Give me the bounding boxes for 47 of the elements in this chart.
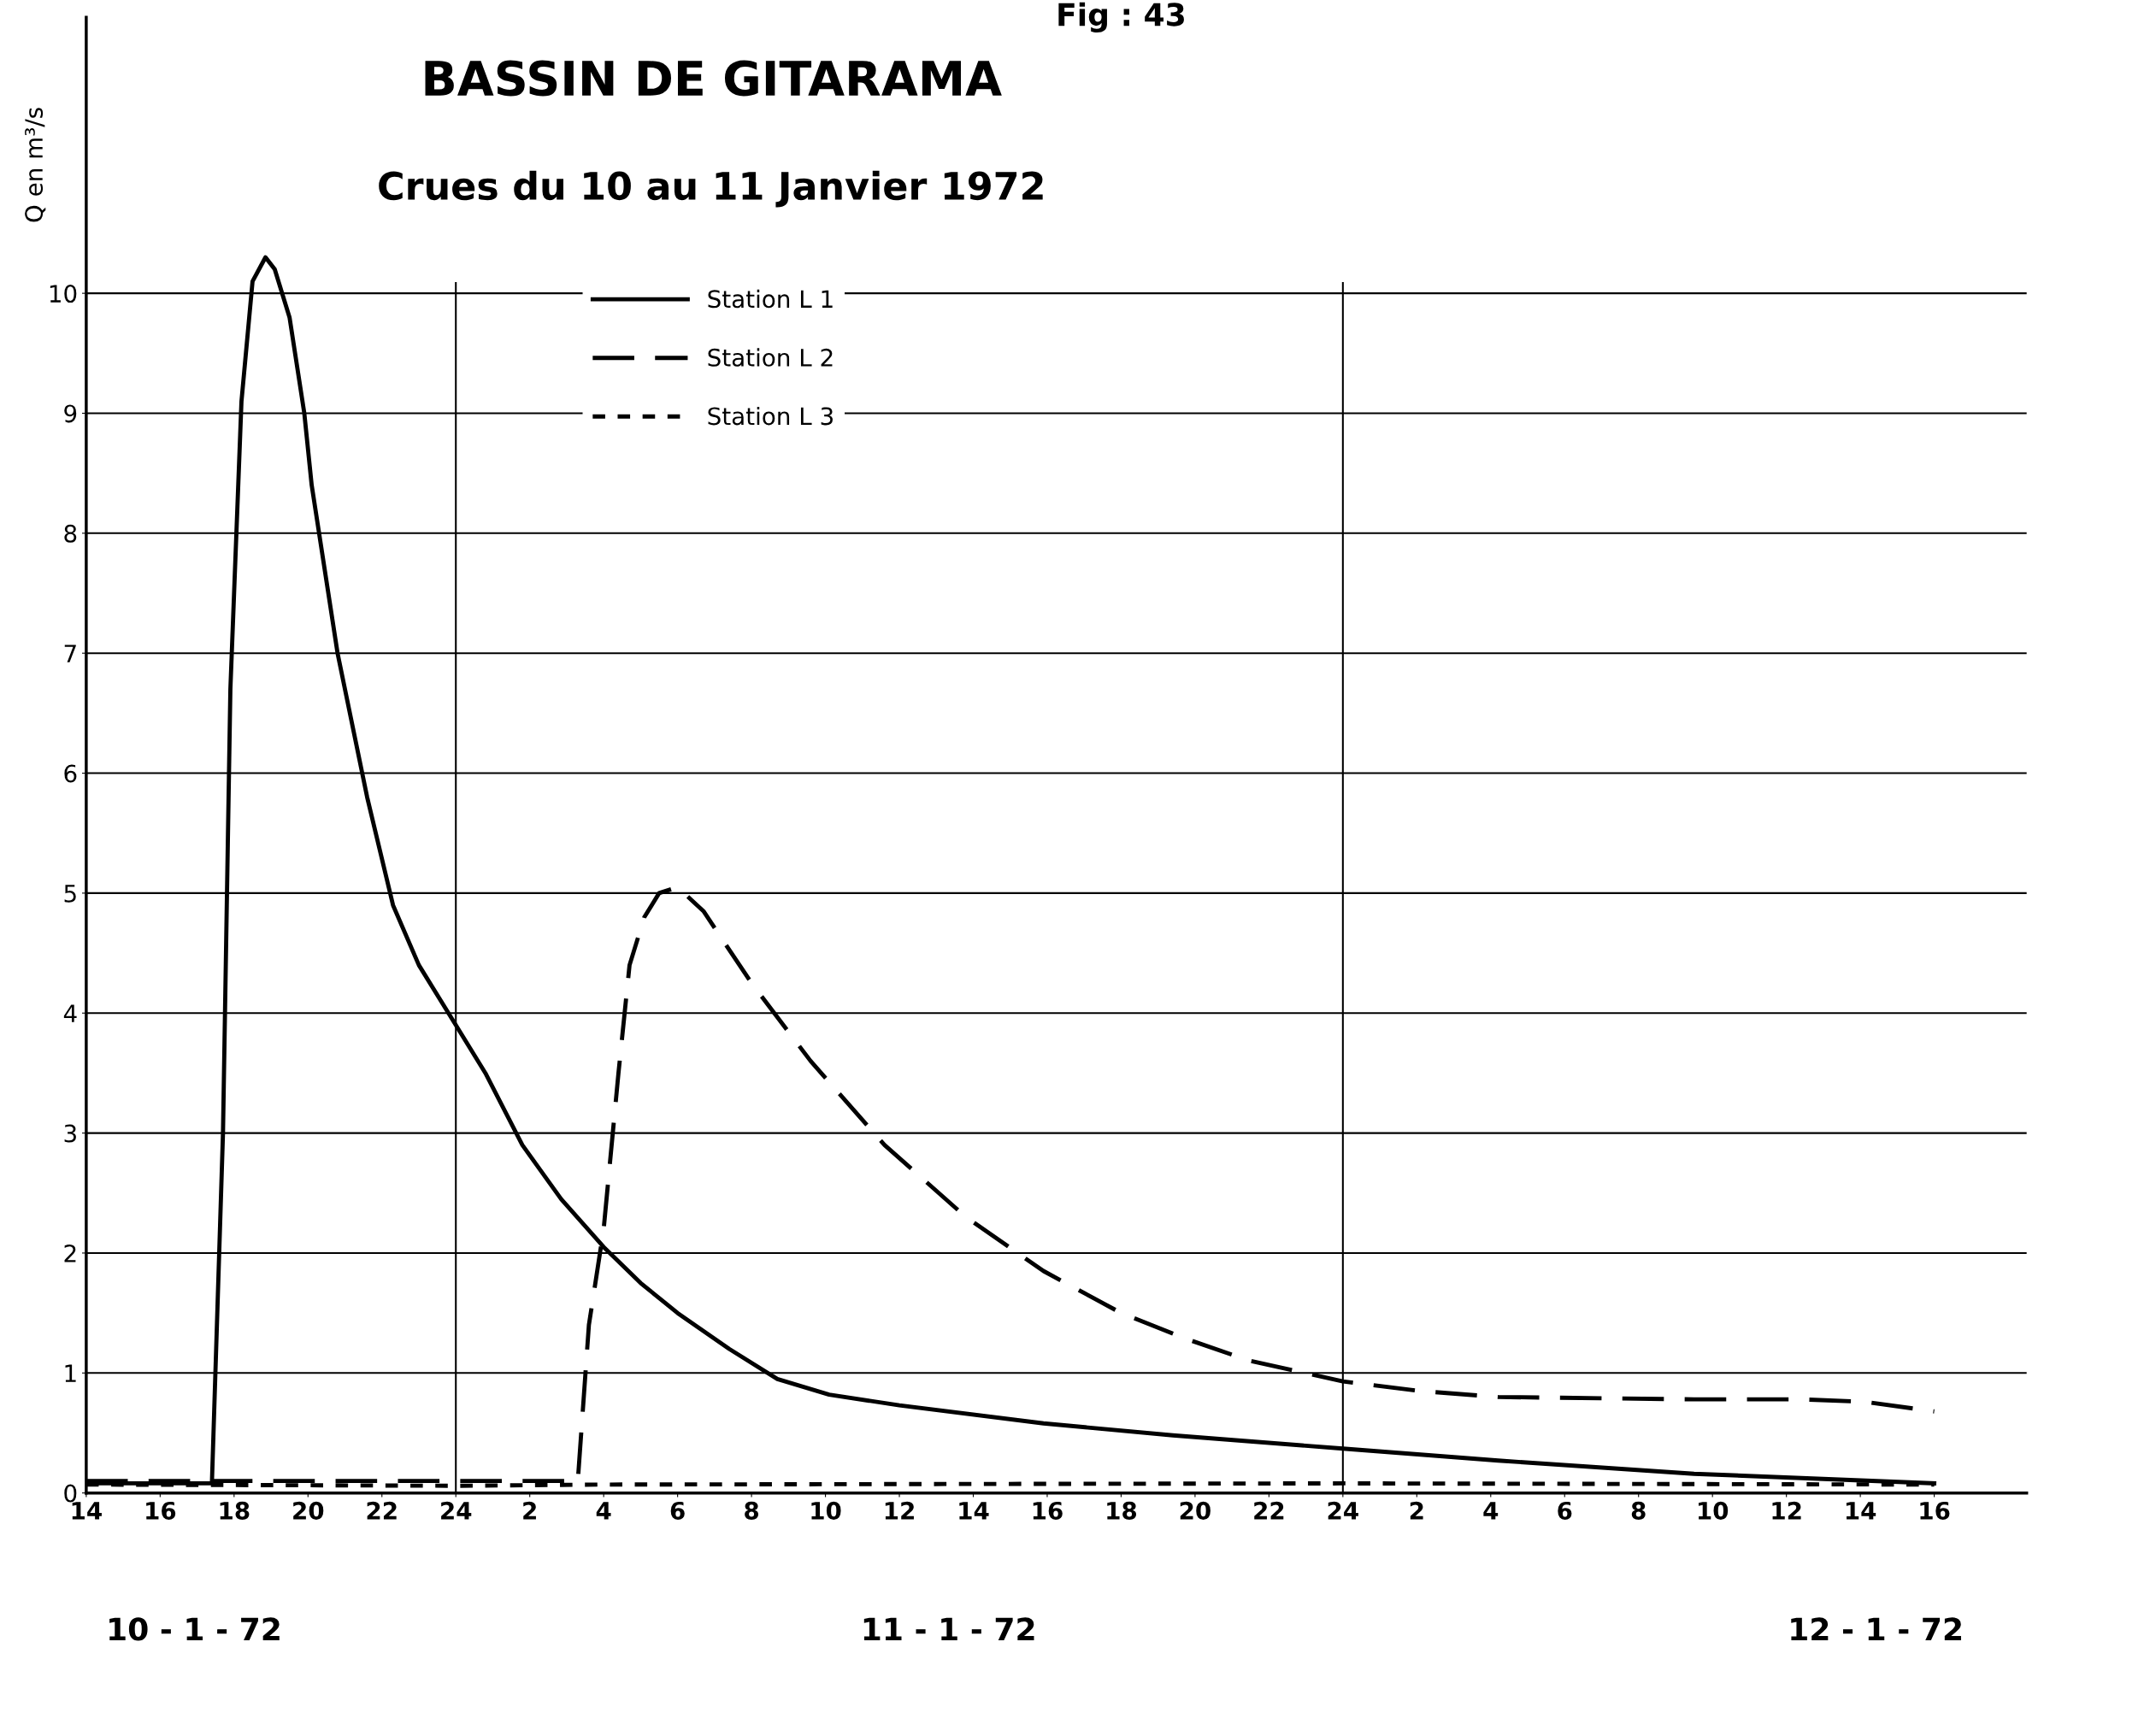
y-tick-label: 4 bbox=[63, 1004, 77, 1022]
x-tick-label: 18 bbox=[220, 1501, 250, 1520]
x-tick-label: 20 bbox=[293, 1501, 324, 1520]
x-tick-label: 12 bbox=[885, 1501, 914, 1520]
x-tick-label: 16 bbox=[1033, 1501, 1063, 1520]
text: 11 - 1 - 72 bbox=[863, 1617, 1034, 1641]
y-tick-label: 8 bbox=[64, 524, 77, 543]
x-tick-label: 14 bbox=[959, 1502, 989, 1520]
text: 12 - 1 - 72 bbox=[1791, 1617, 1961, 1641]
y-tick-label: 9 bbox=[64, 404, 77, 423]
x-tick-label: 2 bbox=[1410, 1501, 1423, 1520]
x-tick-label: 22 bbox=[1254, 1501, 1284, 1520]
y-tick-label: 10 bbox=[50, 285, 77, 303]
legend-label: Station L 2 bbox=[708, 348, 833, 367]
x-tick-label: 22 bbox=[367, 1501, 397, 1520]
text: 10 - 1 - 72 bbox=[109, 1617, 280, 1641]
y-tick-label: 6 bbox=[64, 764, 77, 783]
y-tick-label: 3 bbox=[64, 1124, 76, 1143]
y-tick-label: 5 bbox=[64, 885, 76, 903]
x-tick-label: 4 bbox=[1483, 1502, 1499, 1520]
annotation: Fig : 43 bbox=[1058, 2, 1184, 32]
legend-label: Station L 3 bbox=[708, 406, 833, 426]
x-tick-label: 2 bbox=[523, 1501, 536, 1520]
x-tick-label: 6 bbox=[1558, 1501, 1572, 1520]
y-tick-label: 2 bbox=[64, 1244, 76, 1262]
x-tick-label: 10 bbox=[1698, 1501, 1729, 1520]
text: BASSIN DE GITARAMA bbox=[425, 60, 1002, 97]
y-tick-label: 1 bbox=[65, 1364, 76, 1382]
text: Crues du 10 au 11 Janvier 1972 bbox=[379, 170, 1043, 208]
x-tick-label: 24 bbox=[1328, 1501, 1358, 1520]
x-tick-label: 6 bbox=[670, 1501, 685, 1520]
x-tick-label: 4 bbox=[596, 1502, 611, 1520]
legend-label: Station L 1 bbox=[708, 289, 833, 309]
x-tick-label: 8 bbox=[1631, 1501, 1646, 1520]
x-tick-label: 24 bbox=[441, 1501, 472, 1520]
x-tick-label: 16 bbox=[146, 1501, 176, 1520]
x-tick-label: 8 bbox=[745, 1501, 759, 1520]
x-tick-label: 14 bbox=[72, 1502, 102, 1520]
y-tick-label: 0 bbox=[64, 1484, 77, 1503]
x-tick-label: 18 bbox=[1107, 1501, 1137, 1520]
x-tick-label: 14 bbox=[1846, 1502, 1876, 1520]
x-tick-label: 10 bbox=[811, 1501, 841, 1520]
y-axis-title: Q en m³/s bbox=[25, 108, 46, 222]
x-tick-label: 16 bbox=[1920, 1501, 1950, 1520]
x-tick-label: 12 bbox=[1772, 1501, 1801, 1520]
y-tick-label: 7 bbox=[64, 644, 76, 662]
x-tick-label: 20 bbox=[1180, 1501, 1211, 1520]
